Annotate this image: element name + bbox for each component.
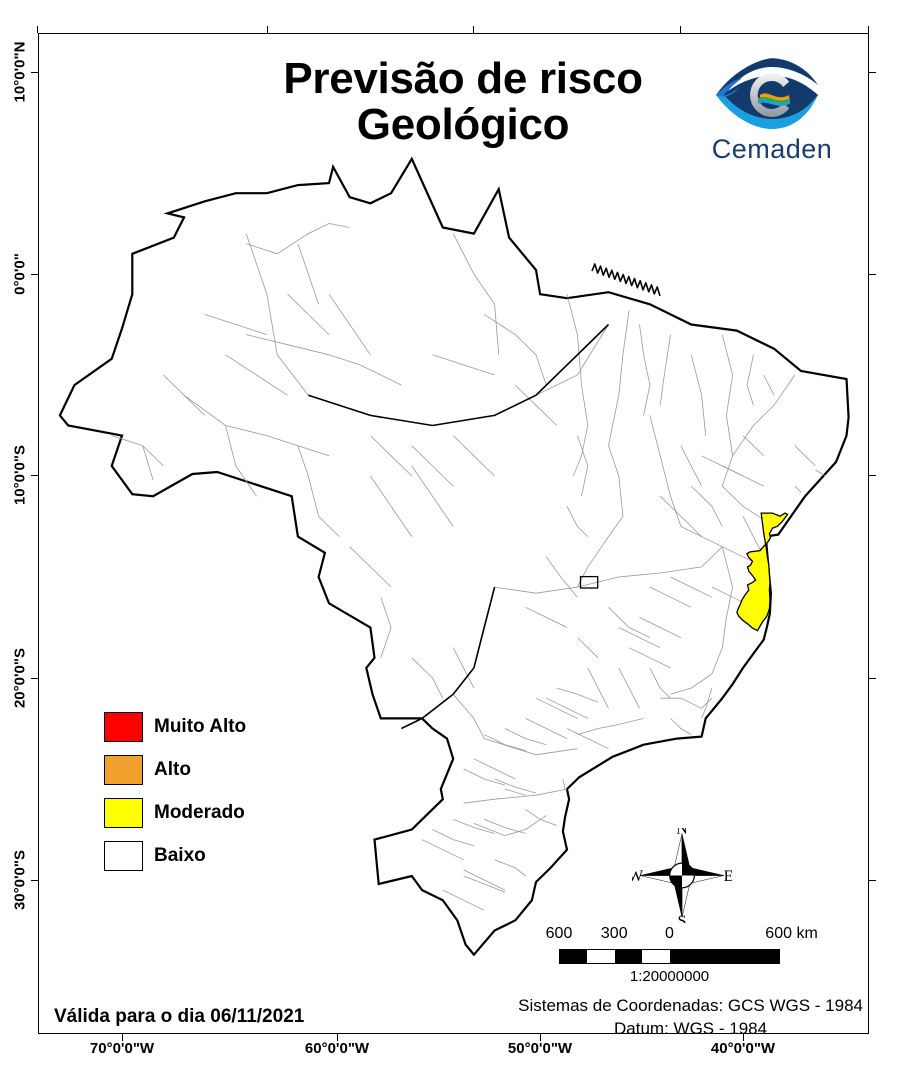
svg-text:W: W: [632, 868, 644, 885]
svg-text:N: N: [676, 828, 688, 838]
svg-text:E: E: [724, 868, 732, 885]
svg-text:S: S: [678, 913, 687, 923]
